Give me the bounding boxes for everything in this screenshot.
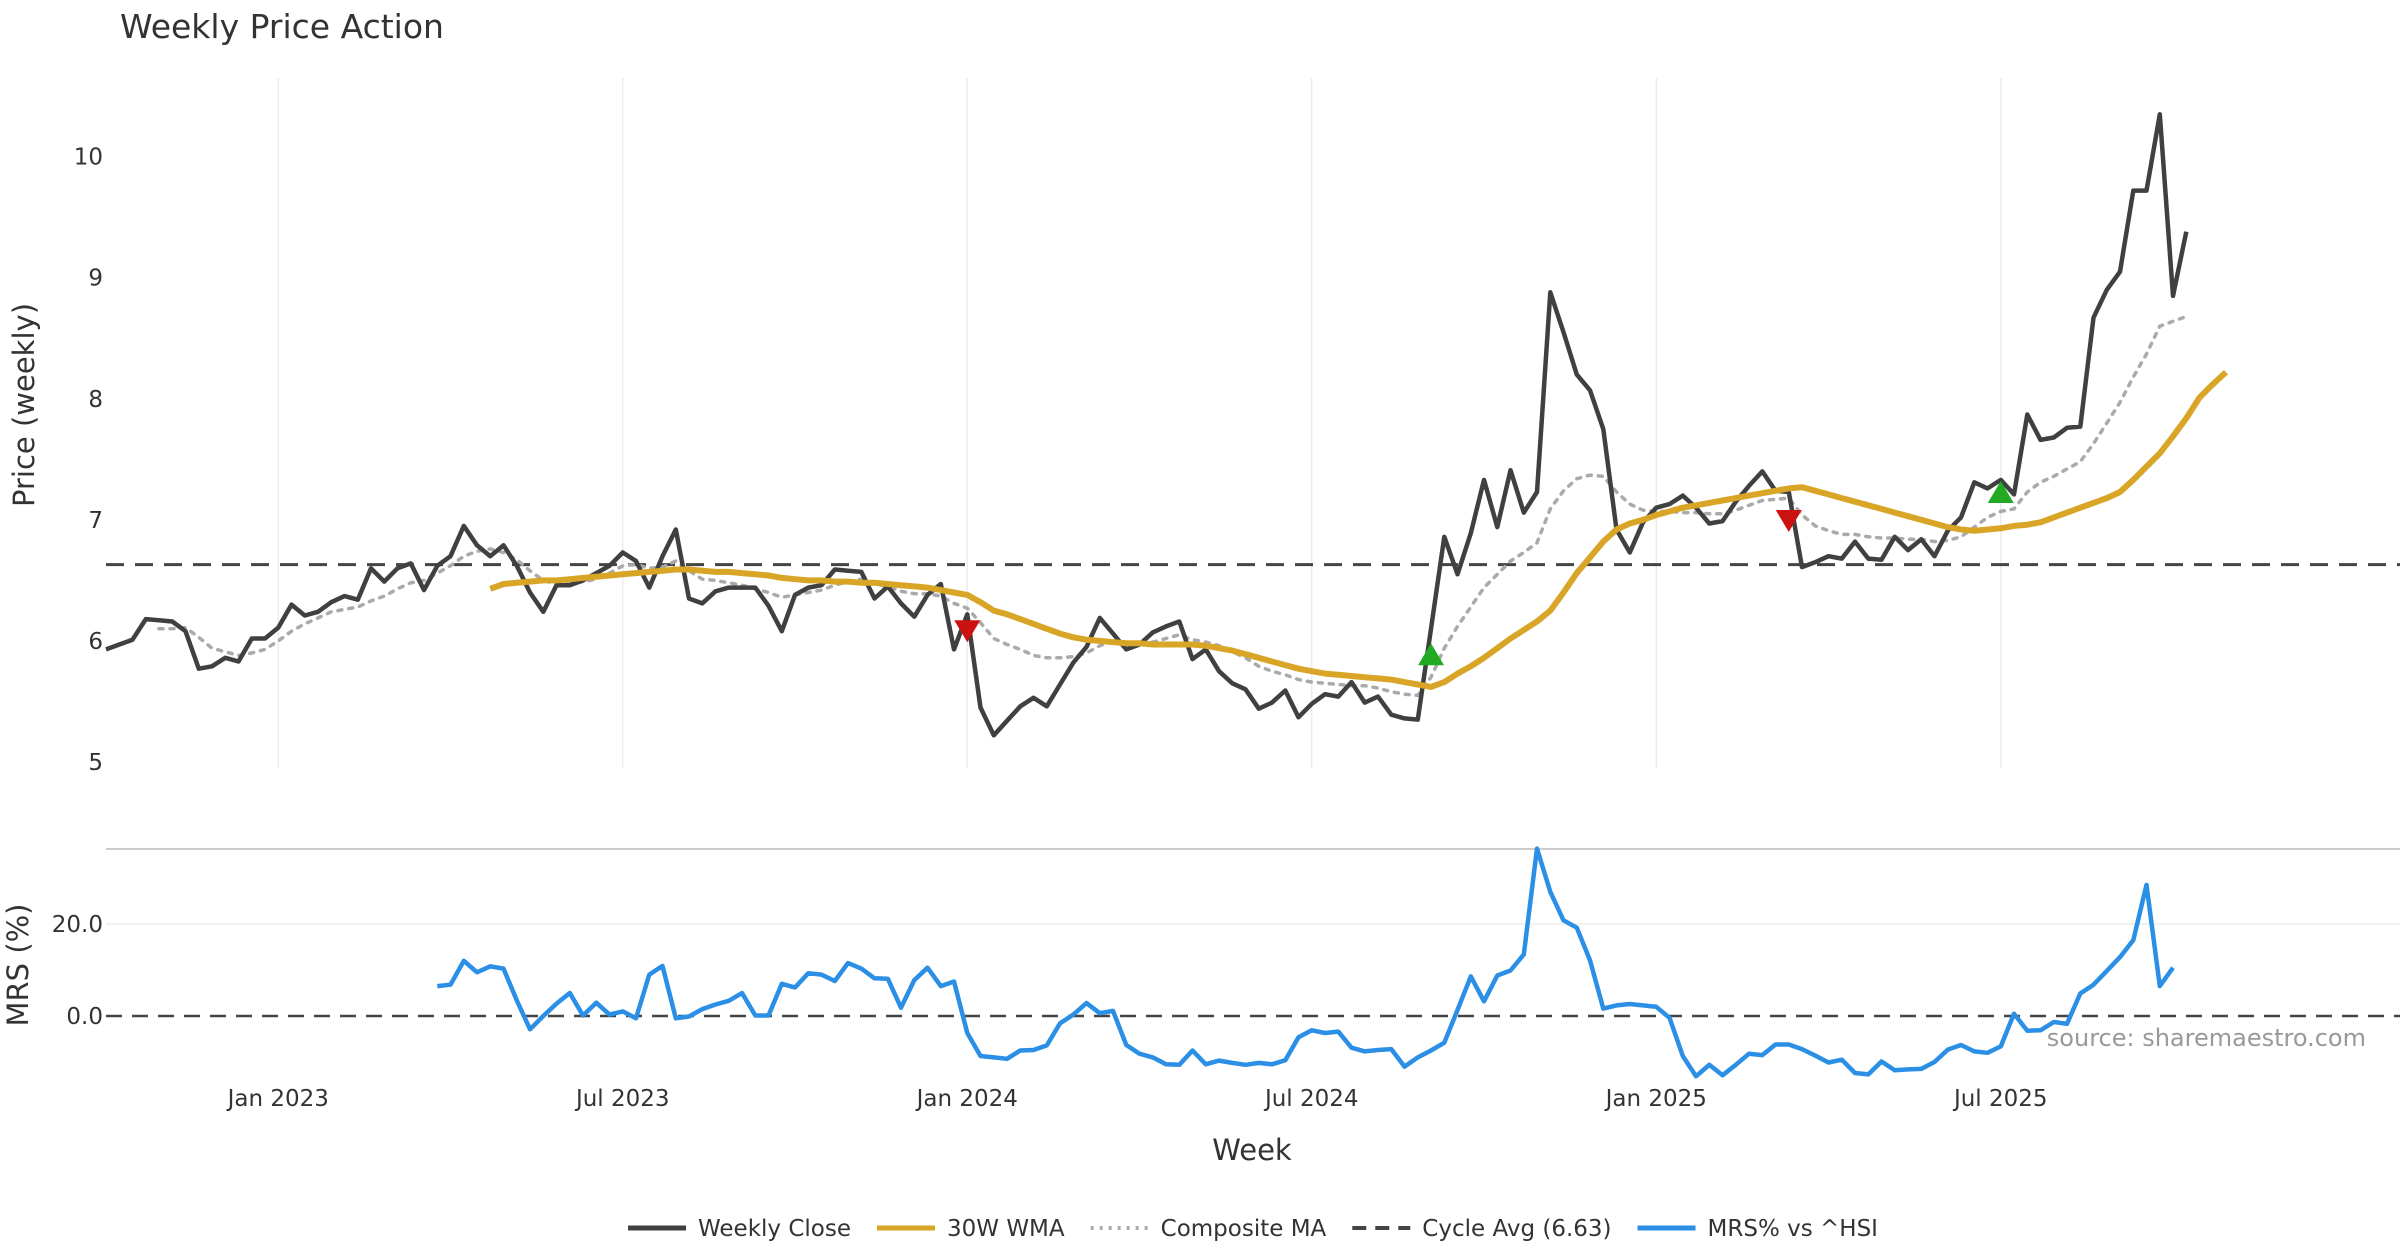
signal-markers [954, 481, 2014, 666]
price-y-tick-label: 6 [88, 629, 103, 655]
price-vertical-gridlines [277, 78, 2002, 768]
mrs-y-axis-title: MRS (%) [1, 904, 35, 1027]
price-y-tick-label: 8 [88, 387, 103, 413]
buy-signal-marker [1418, 643, 1444, 666]
mrs-y-tick-label: 0.0 [66, 1004, 103, 1030]
price-y-tick-label: 7 [88, 508, 103, 534]
price-y-tick-label: 5 [88, 750, 103, 776]
price-y-tick-label: 9 [88, 266, 103, 292]
chart-title: Weekly Price Action [120, 7, 444, 46]
legend: Weekly Close 30W WMA Composite MA Cycle Avg… [628, 1216, 1878, 1242]
sell-signal-marker [1775, 510, 1802, 533]
x-tick-label: Jul 2023 [574, 1086, 670, 1112]
weekly-close-line [105, 112, 2189, 738]
buy-signal-marker [1987, 481, 2014, 503]
mrs-y-ticks: 0.0 20.0 [52, 912, 2400, 1030]
x-axis-ticks: Jan 2023 Jul 2023 Jan 2024 Jul 2024 Jan 2025… [226, 1086, 2048, 1112]
x-tick-label: Jul 2025 [1952, 1086, 2048, 1112]
legend-label: Cycle Avg (6.63) [1422, 1216, 1611, 1242]
x-tick-label: Jan 2023 [226, 1086, 329, 1112]
mrs-panel: 0.0 20.0 MRS (%) source: sharemaestro.com [1, 846, 2400, 1079]
price-panel: 5 6 7 8 9 10 Price (weekly) [7, 78, 2400, 776]
source-label: source: sharemaestro.com [2047, 1024, 2366, 1052]
mrs-line [437, 846, 2175, 1079]
x-tick-label: Jul 2024 [1263, 1086, 1359, 1112]
mrs-y-tick-label: 20.0 [52, 912, 103, 938]
legend-label: MRS% vs ^HSI [1708, 1216, 1878, 1242]
x-tick-label: Jan 2025 [1604, 1086, 1707, 1112]
price-y-ticks: 5 6 7 8 9 10 [74, 145, 103, 776]
price-y-tick-label: 10 [74, 145, 103, 171]
x-axis-title: Week [1212, 1133, 1292, 1167]
legend-label: 30W WMA [947, 1216, 1065, 1242]
wma-30w-line [489, 369, 2229, 690]
price-y-axis-title: Price (weekly) [7, 303, 41, 507]
legend-label: Weekly Close [698, 1216, 851, 1242]
composite-ma-line [157, 314, 2189, 698]
sell-signal-marker [954, 620, 981, 643]
legend-label: Composite MA [1161, 1216, 1327, 1242]
x-tick-label: Jan 2024 [915, 1086, 1018, 1112]
